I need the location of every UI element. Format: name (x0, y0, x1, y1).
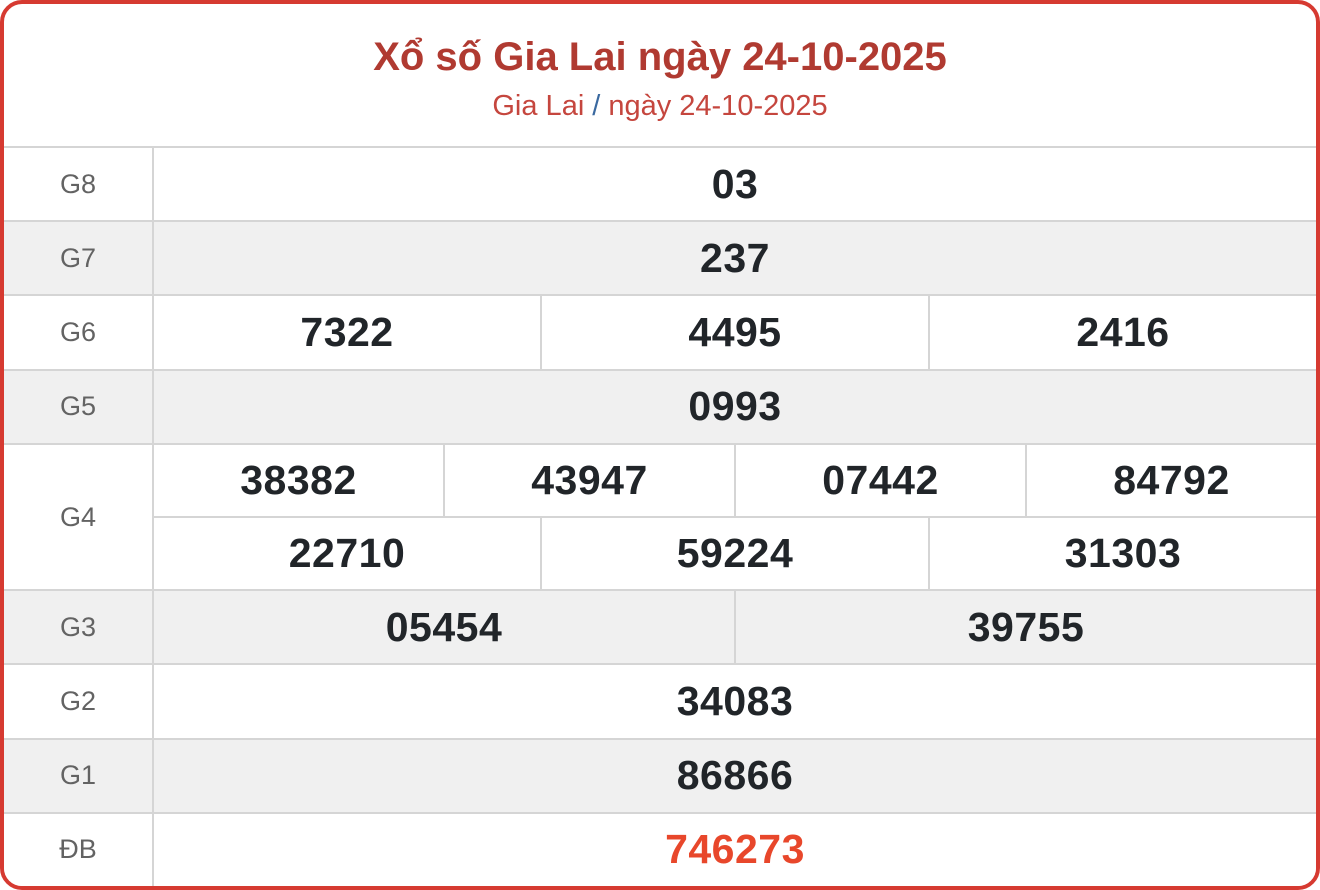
prize-label: G4 (4, 444, 154, 590)
prize-label: G1 (4, 739, 154, 812)
prize-number: 0993 (688, 383, 782, 430)
subtitle-separator: / (592, 89, 601, 122)
prize-row-g1: G1 86866 (4, 737, 1316, 812)
prize-row-g8: G8 03 (4, 148, 1316, 221)
prize-sub-row: 0993 (154, 371, 1316, 443)
subtitle-region: Gia Lai (492, 89, 585, 122)
prize-number: 03 (711, 160, 759, 207)
prize-number: 34083 (676, 678, 794, 725)
prize-number: 4495 (540, 296, 928, 369)
prize-row-g3: G3 05454 39755 (4, 589, 1316, 664)
prize-numbers-group: 746273 (154, 814, 1316, 886)
prize-row-g2: G2 34083 (4, 663, 1316, 738)
prize-number: 86866 (676, 752, 794, 799)
prize-number: 746273 (665, 826, 805, 873)
prize-label: G5 (4, 370, 154, 443)
prize-sub-row: 7322 4495 2416 (154, 296, 1316, 369)
prize-row-đb: ĐB 746273 (4, 811, 1316, 886)
prize-sub-row: 22710 59224 31303 (154, 516, 1316, 590)
card-header: Xổ số Gia Lai ngày 24-10-2025 Gia Lai / ng… (4, 4, 1316, 146)
prize-number: 84792 (1025, 444, 1316, 517)
prize-number: 31303 (928, 518, 1316, 590)
prize-sub-row: 05454 39755 (154, 591, 1316, 664)
prize-number: 7322 (300, 309, 394, 355)
prize-numbers-group: 237 (154, 222, 1316, 294)
prize-label: G2 (4, 665, 154, 738)
prize-row-g4: G4 38382 43947 07442 84792 22710 59224 31303 (4, 442, 1316, 590)
prize-numbers-group: 86866 (154, 740, 1316, 812)
page-title: Xổ số Gia Lai ngày 24-10-2025 (373, 34, 947, 79)
prize-numbers-group: 0993 (154, 371, 1316, 443)
subtitle-date: ngày 24-10-2025 (608, 89, 828, 122)
prize-label: G7 (4, 222, 154, 295)
prize-number: 22710 (288, 530, 406, 577)
prize-row-g7: G7 237 (4, 220, 1316, 295)
prize-sub-row: 34083 (154, 665, 1316, 737)
prize-numbers-group: 05454 39755 (154, 591, 1316, 664)
prize-table: G8 03 G7 237 G6 7322 4495 2416 G5 0993 G4 38382 4394… (4, 146, 1316, 886)
prize-numbers-group: 7322 4495 2416 (154, 296, 1316, 369)
prize-number: 05454 (385, 603, 503, 650)
prize-number: 43947 (443, 444, 734, 517)
prize-row-g5: G5 0993 (4, 368, 1316, 443)
prize-label: G3 (4, 591, 154, 664)
prize-label: ĐB (4, 813, 154, 886)
prize-number: 59224 (540, 518, 928, 590)
prize-sub-row: 237 (154, 222, 1316, 294)
prize-sub-row: 38382 43947 07442 84792 (154, 444, 1316, 517)
prize-number: 2416 (928, 296, 1316, 369)
prize-row-g6: G6 7322 4495 2416 (4, 294, 1316, 369)
prize-numbers-group: 34083 (154, 665, 1316, 737)
prize-numbers-group: 03 (154, 148, 1316, 220)
prize-sub-row: 746273 (154, 814, 1316, 886)
prize-number: 07442 (734, 444, 1025, 517)
prize-label: G6 (4, 296, 154, 369)
subtitle: Gia Lai / ngày 24-10-2025 (492, 90, 827, 123)
prize-number: 38382 (240, 456, 357, 503)
prize-sub-row: 86866 (154, 740, 1316, 812)
prize-label: G8 (4, 148, 154, 221)
prize-number: 39755 (734, 591, 1316, 664)
prize-sub-row: 03 (154, 148, 1316, 220)
prize-number: 237 (700, 234, 770, 281)
prize-numbers-group: 38382 43947 07442 84792 22710 59224 31303 (154, 444, 1316, 590)
